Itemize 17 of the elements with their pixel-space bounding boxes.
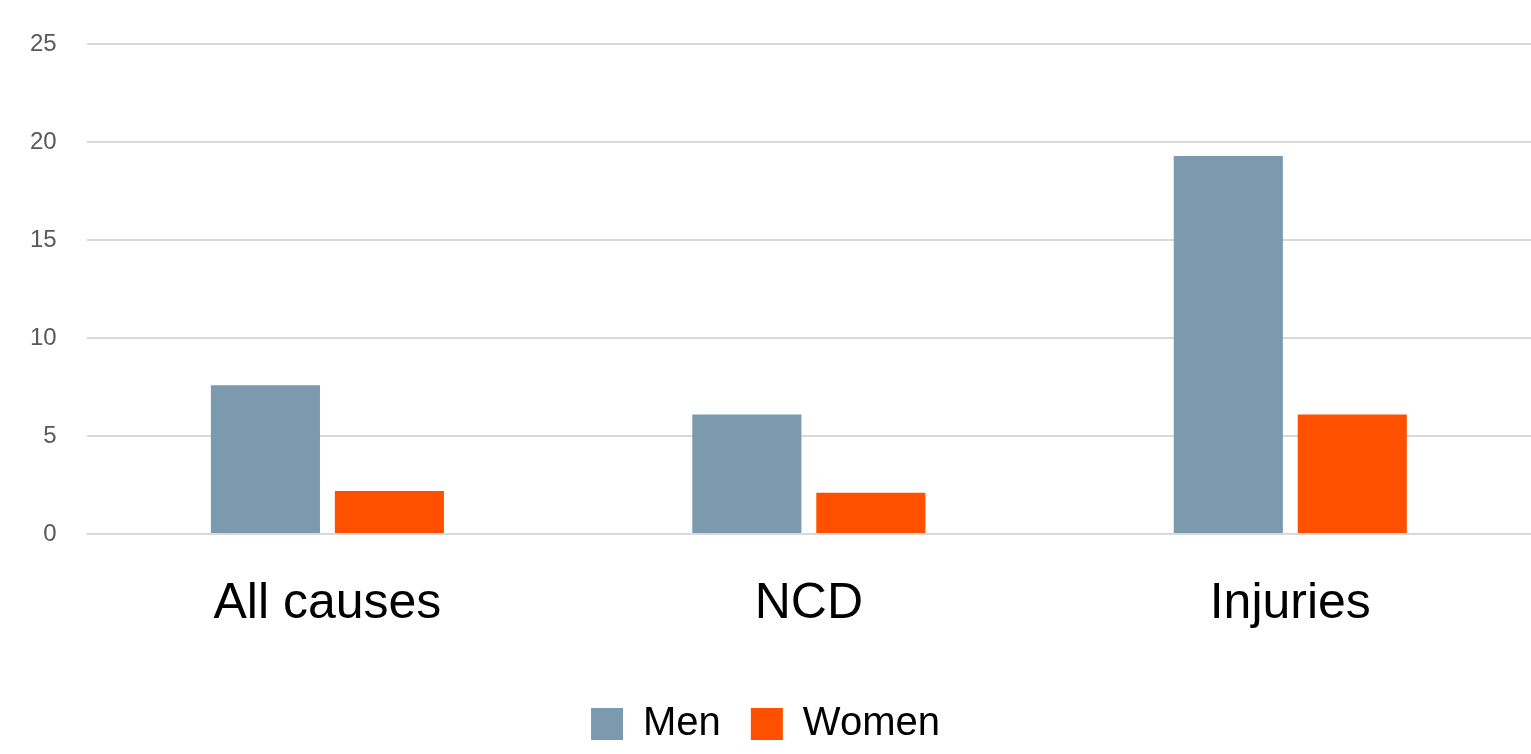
bar [334, 490, 444, 533]
y-tick-label: 0 [43, 518, 57, 546]
x-tick-label: All causes [213, 572, 442, 629]
bar [816, 492, 926, 533]
y-tick-label: 10 [29, 322, 57, 350]
bar [692, 414, 802, 533]
y-tick-label: 15 [29, 224, 57, 252]
x-tick-label: Injuries [1209, 572, 1371, 629]
bar [1297, 414, 1407, 533]
y-tick-label: 20 [29, 126, 57, 154]
legend-label: Women [802, 699, 940, 744]
x-tick-label: NCD [754, 572, 864, 629]
bar [1173, 156, 1283, 533]
legend-label: Men [643, 699, 721, 744]
bar [210, 385, 320, 533]
y-tick-label: 25 [29, 29, 57, 57]
y-tick-label: 5 [43, 420, 57, 448]
